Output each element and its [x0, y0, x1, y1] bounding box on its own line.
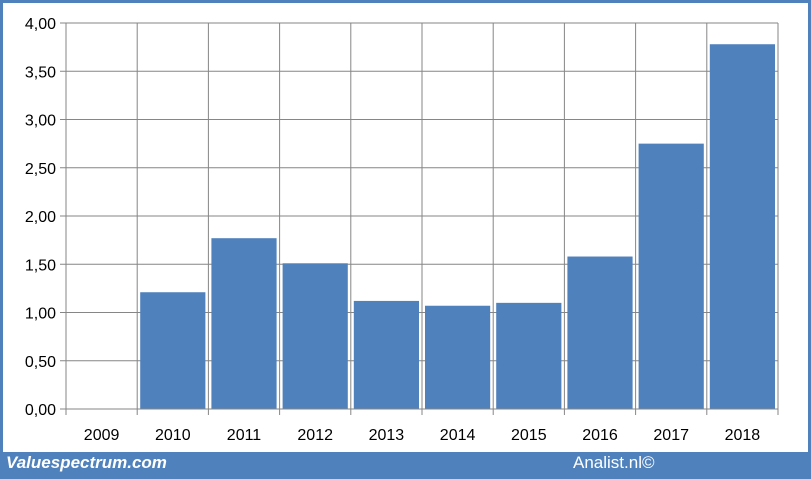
y-tick-label: 1,00: [25, 306, 56, 323]
y-tick-label: 1,50: [25, 257, 56, 274]
y-tick-label: 2,50: [25, 161, 56, 178]
y-tick-label: 4,00: [25, 16, 56, 33]
x-tick-label-2016: 2016: [582, 427, 618, 444]
y-tick-label: 2,00: [25, 209, 56, 226]
bar-2012: [282, 263, 348, 409]
bar-2016: [567, 256, 633, 409]
bar-2018: [709, 44, 775, 409]
analist-credit: Analist.nl©: [573, 453, 655, 472]
x-tick-label-2015: 2015: [511, 427, 547, 444]
bar-2017: [638, 143, 704, 409]
x-tick-label-2009: 2009: [84, 427, 120, 444]
x-tick-label-2013: 2013: [369, 427, 405, 444]
x-tick-label-2011: 2011: [227, 427, 262, 444]
axes: [60, 22, 779, 415]
bar-2011: [211, 238, 277, 409]
x-tick-label-2010: 2010: [155, 427, 191, 444]
bar-2014: [425, 305, 491, 409]
y-tick-label: 3,50: [25, 64, 56, 81]
x-tick-label-2018: 2018: [725, 427, 761, 444]
y-tick-labels: 0,00 0,50 1,00 1,50 2,00 2,50 3,00 3,50 4,00: [25, 16, 56, 419]
x-tick-label-2017: 2017: [653, 427, 689, 444]
x-tick-label-2014: 2014: [440, 427, 476, 444]
bar-2015: [496, 302, 562, 409]
x-tick-labels: 2009 2010 2011 2012 2013 2014 2015 2016 2017 2018: [84, 427, 760, 444]
x-tick-label-2012: 2012: [297, 427, 333, 444]
y-tick-label: 3,00: [25, 113, 56, 130]
gridlines: [66, 22, 779, 409]
bar-chart: 0,00 0,50 1,00 1,50 2,00 2,50 3,00 3,50 4,00 200…: [25, 16, 779, 444]
bars: [140, 44, 775, 409]
y-tick-label: 0,50: [25, 354, 56, 371]
bar-2013: [353, 300, 419, 409]
y-tick-label: 0,00: [25, 402, 56, 419]
valuespectrum-brand: Valuespectrum.com: [6, 453, 167, 472]
chart-panel: 0,00 0,50 1,00 1,50 2,00 2,50 3,00 3,50 4,00 200…: [3, 3, 808, 452]
bar-2010: [140, 292, 206, 409]
